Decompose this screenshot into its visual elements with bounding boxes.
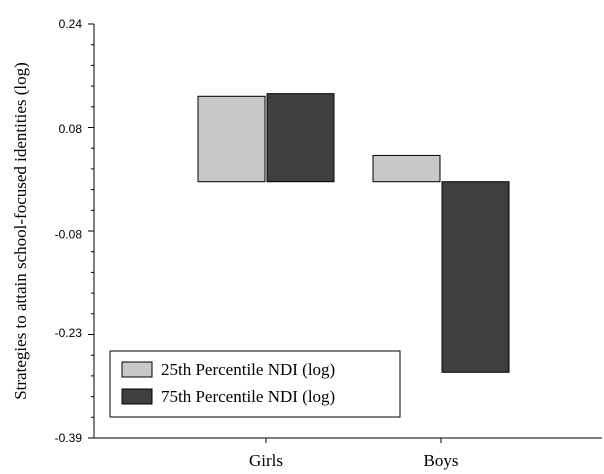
legend-label-2: 75th Percentile NDI (log) [161,387,335,406]
y-tick-label: 0.24 [59,17,83,31]
bar-girls-series-2 [266,93,335,183]
legend: 25th Percentile NDI (log) 75th Percentile… [109,350,401,418]
y-tick-label: -0.23 [55,326,83,340]
y-tick-label: 0.08 [59,122,83,136]
bar-boys-series-2 [441,181,510,373]
category-labels: Girls Boys [249,438,458,470]
bar-girls-series-1 [197,95,266,183]
legend-swatch-2 [121,388,153,405]
legend-box [109,350,401,418]
category-label: Girls [249,451,283,470]
y-tick-label: -0.08 [55,227,83,241]
legend-label-1: 25th Percentile NDI (log) [161,360,335,379]
legend-swatch-1 [121,361,153,378]
category-label: Boys [424,451,459,470]
y-tick-label: -0.39 [55,431,83,445]
y-axis-title: Strategies to attain school-focused iden… [11,62,30,400]
bars [197,93,510,373]
y-ticks: 0.24 0.08 -0.08 -0.23 -0.39 [55,17,94,445]
bar-boys-series-1 [372,154,441,183]
